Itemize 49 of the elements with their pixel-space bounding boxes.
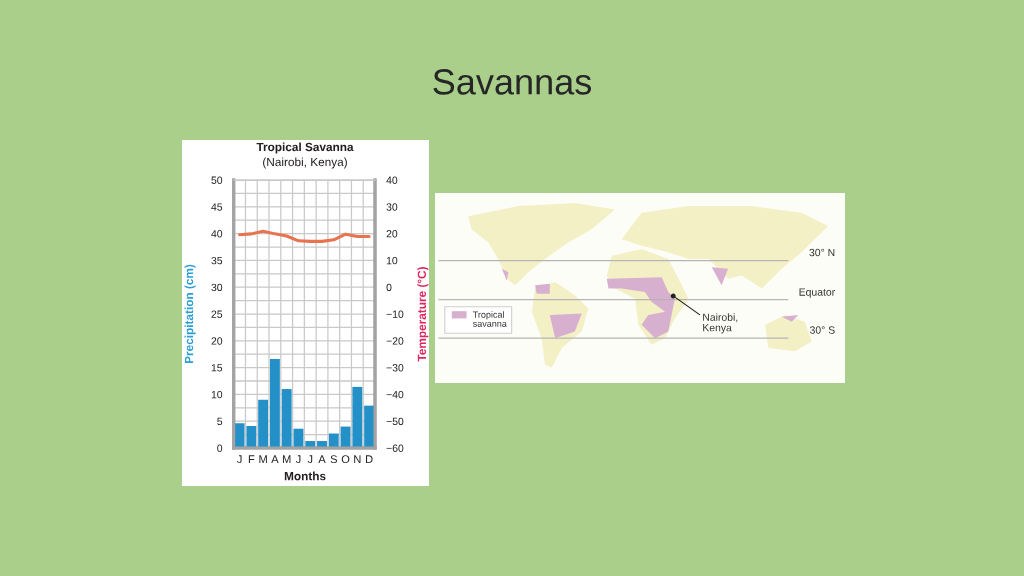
y-tick-label: 40 (211, 230, 223, 238)
y2-tick-label: −10 (386, 310, 404, 318)
text: 30° S (809, 326, 835, 334)
y-tick-label: 30 (211, 283, 223, 292)
y-tick-label: 35 (211, 256, 223, 265)
x-tick-label: D (366, 455, 373, 463)
y-tick-label: 45 (211, 203, 223, 211)
x-tick-label: M (259, 455, 267, 463)
x-tick-label: J (295, 455, 301, 464)
x-tick-label: A (271, 455, 279, 463)
text: Savannas (433, 69, 592, 95)
x-tick-label: O (341, 455, 350, 464)
x-tick-label: A (318, 455, 326, 463)
x-axis-title: Months (284, 471, 326, 481)
text: Tropical savanna (472, 311, 507, 327)
y2-tick-label: 30 (386, 203, 398, 211)
y2-tick-label: −60 (386, 444, 404, 452)
chart-title: Tropical Savanna (256, 142, 354, 154)
y-tick-label: 15 (211, 364, 223, 372)
y-tick-label: 25 (211, 310, 223, 318)
y-tick-label: 50 (211, 176, 223, 184)
line-series (238, 229, 371, 243)
y2-tick-label: 0 (386, 283, 392, 292)
bar (258, 399, 269, 448)
text: Nairobi, Kenya (703, 313, 738, 334)
x-tick-label: J (307, 455, 313, 464)
text: 30° N (809, 248, 835, 257)
y2-tick-label: −40 (386, 390, 404, 399)
y2-tick-label: 40 (386, 176, 398, 184)
x-tick-label: S (330, 455, 337, 464)
x-tick-label: M (282, 455, 291, 463)
bar (269, 359, 280, 448)
bar (281, 389, 292, 448)
y2-tick-label: 10 (386, 256, 398, 265)
y2-tick-label: −50 (386, 417, 404, 426)
x-tick-label: J (236, 455, 242, 464)
x-tick-label: F (248, 455, 255, 463)
y-tick-label: 0 (217, 444, 223, 452)
y-axis-title: Precipitation (cm) (184, 264, 196, 364)
text: Equator (799, 288, 835, 298)
y-tick-label: 10 (211, 390, 223, 399)
y2-tick-label: 20 (386, 230, 398, 238)
x-tick-label: N (354, 455, 361, 463)
chart-subtitle: (Nairobi, Kenya) (263, 157, 347, 169)
y-tick-label: 20 (211, 337, 223, 345)
y2-axis-title: Temperature (°C) (417, 267, 429, 362)
y-tick-label: 5 (217, 417, 223, 426)
y2-tick-label: −20 (386, 337, 404, 345)
y2-tick-label: −30 (386, 364, 404, 372)
